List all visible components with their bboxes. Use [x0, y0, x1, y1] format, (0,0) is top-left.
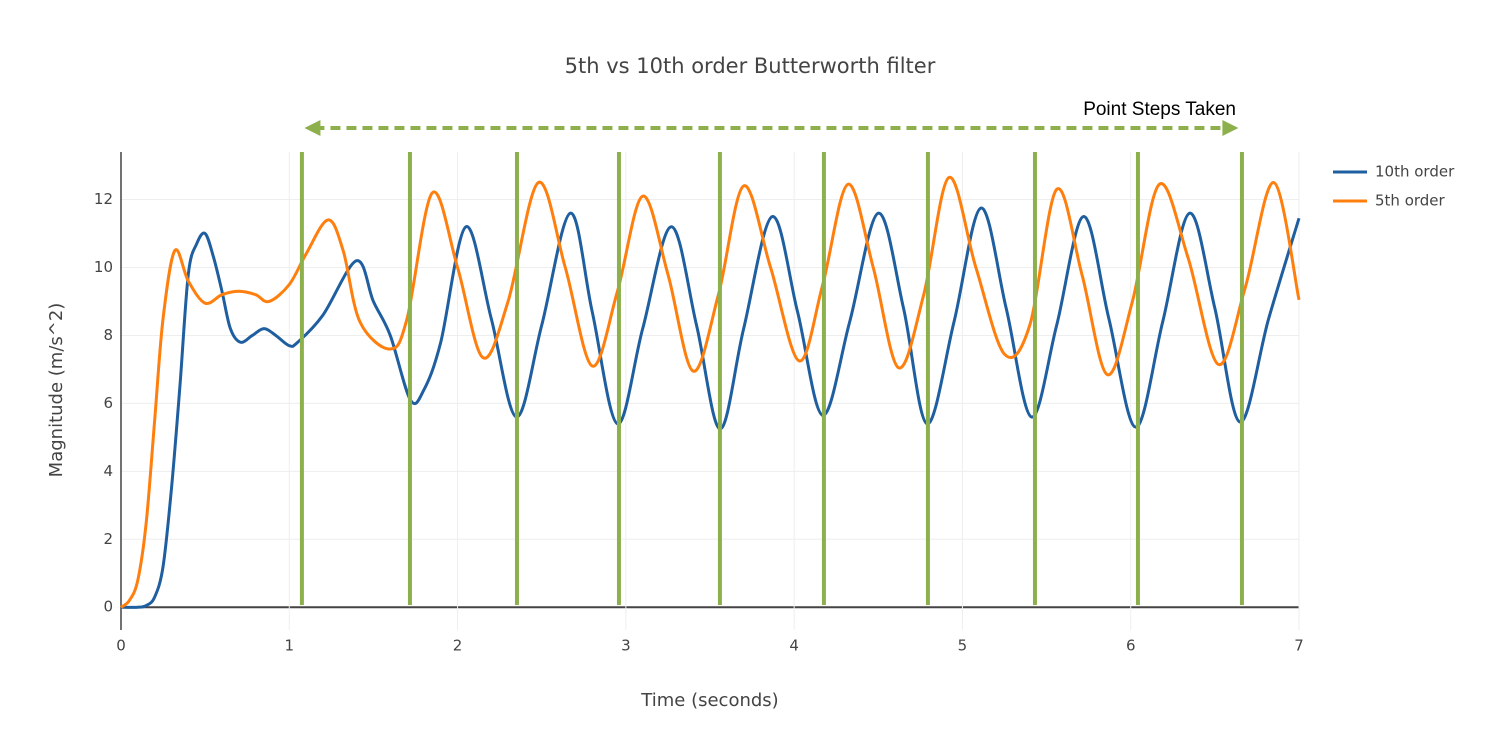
annotation-text: Point Steps Taken: [1083, 99, 1236, 120]
y-tick-label: 0: [103, 598, 113, 616]
x-tick-label: 1: [285, 637, 295, 655]
legend-label: 10th order: [1375, 163, 1455, 181]
x-tick-label: 5: [958, 637, 968, 655]
x-tick-label: 7: [1294, 637, 1304, 655]
y-axis-title: Magnitude (m/s^2): [46, 303, 67, 478]
x-tick-label: 4: [789, 637, 799, 655]
chart-title: 5th vs 10th order Butterworth filter: [565, 54, 936, 78]
line-series: [120, 206, 1301, 609]
y-tick-label: 2: [103, 530, 113, 548]
arrow-head: [304, 120, 321, 136]
x-tick-label: 3: [621, 637, 631, 655]
x-tick-label: 2: [453, 637, 463, 655]
line-series: [120, 175, 1301, 609]
y-tick-label: 6: [103, 394, 113, 412]
y-tick-label: 4: [103, 462, 113, 480]
x-axis-title: Time (seconds): [640, 690, 778, 711]
x-tick-label: 6: [1126, 637, 1136, 655]
y-tick-label: 12: [94, 190, 113, 208]
y-tick-label: 8: [103, 326, 113, 344]
arrow-head: [1222, 120, 1239, 136]
x-tick-label: 0: [116, 637, 126, 655]
legend-label: 5th order: [1375, 192, 1446, 210]
y-tick-label: 10: [94, 258, 113, 276]
